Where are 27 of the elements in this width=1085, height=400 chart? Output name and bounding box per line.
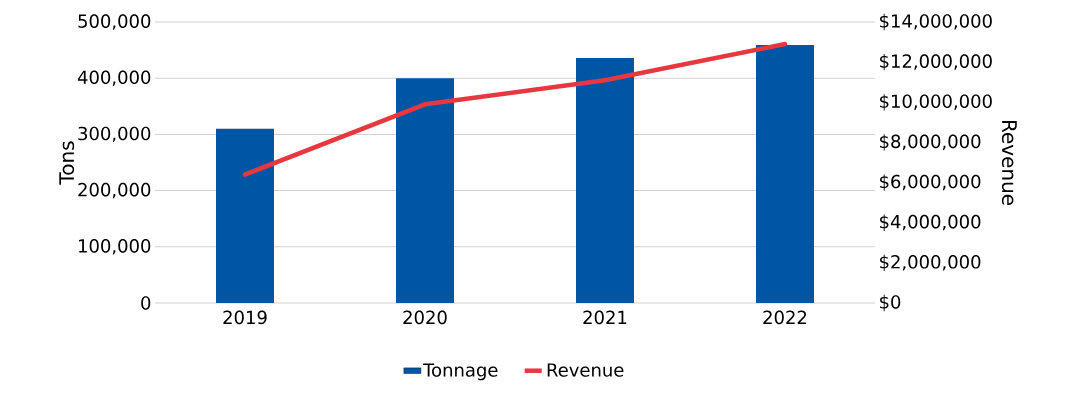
bar [576,57,634,303]
x-tick-label: 2020 [403,310,447,325]
bar [396,78,454,303]
bar [216,128,274,303]
y2-tick-label: $12,000,000 [880,53,992,71]
bar [756,45,814,303]
y-tick-label: 0 [141,296,151,310]
y2-axis-title: Revenue [1001,120,1017,206]
y2-tick-label: $14,000,000 [880,13,992,31]
y2-tick-label: $6,000,000 [880,174,981,191]
y2-tick-label: $8,000,000 [880,134,981,151]
y-tick-label: 400,000 [77,70,151,86]
line-series [242,41,788,177]
y-tick-label: 300,000 [78,126,151,143]
x-tick-label: 2021 [583,310,627,325]
y2-tick-label: $2,000,000 [880,254,981,272]
x-tick-label: 2019 [223,310,267,325]
y-axis-title: Tons [59,141,75,185]
y-tick-label: 200,000 [78,182,151,199]
legend-label: Tonnage [423,363,498,381]
y2-tick-label: $10,000,000 [880,94,992,111]
y2-tick-label: $0 [880,294,901,312]
x-tick-label: 2022 [763,310,807,325]
y-tick-label: 100,000 [79,239,151,255]
legend-label: Revenue [547,363,624,377]
y2-tick-label: $4,000,000 [880,214,981,231]
y-tick-label: 500,000 [78,14,151,30]
